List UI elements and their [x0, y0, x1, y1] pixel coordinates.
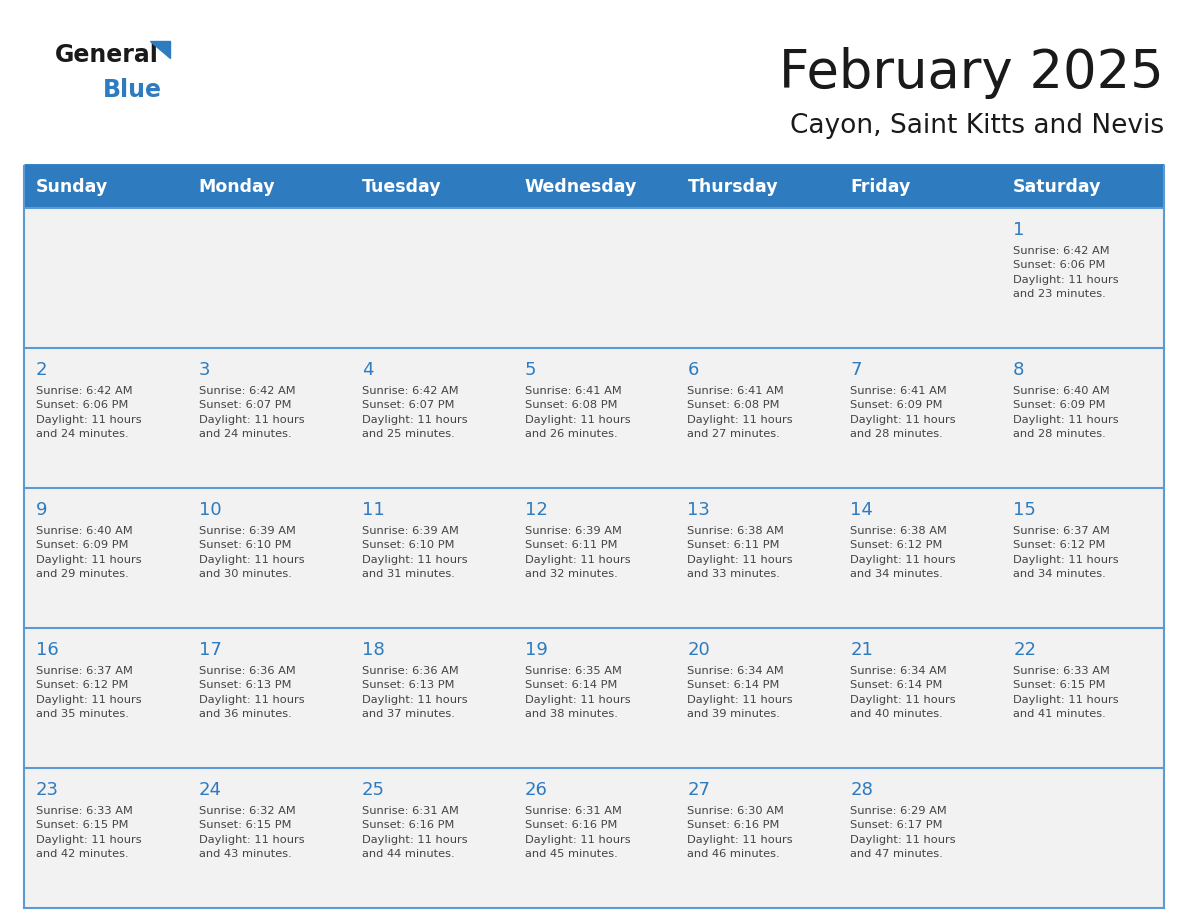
- Text: Sunrise: 6:42 AM
Sunset: 6:07 PM
Daylight: 11 hours
and 24 minutes.: Sunrise: 6:42 AM Sunset: 6:07 PM Dayligh…: [198, 386, 304, 439]
- Text: Sunrise: 6:40 AM
Sunset: 6:09 PM
Daylight: 11 hours
and 28 minutes.: Sunrise: 6:40 AM Sunset: 6:09 PM Dayligh…: [1013, 386, 1119, 439]
- Text: Sunrise: 6:34 AM
Sunset: 6:14 PM
Daylight: 11 hours
and 40 minutes.: Sunrise: 6:34 AM Sunset: 6:14 PM Dayligh…: [851, 666, 956, 719]
- Text: 4: 4: [361, 361, 373, 379]
- Bar: [24, 348, 1164, 488]
- Text: 3: 3: [198, 361, 210, 379]
- Text: General: General: [55, 43, 159, 67]
- Text: Sunrise: 6:38 AM
Sunset: 6:12 PM
Daylight: 11 hours
and 34 minutes.: Sunrise: 6:38 AM Sunset: 6:12 PM Dayligh…: [851, 526, 956, 579]
- Text: Sunrise: 6:30 AM
Sunset: 6:16 PM
Daylight: 11 hours
and 46 minutes.: Sunrise: 6:30 AM Sunset: 6:16 PM Dayligh…: [688, 806, 794, 859]
- Text: Sunrise: 6:39 AM
Sunset: 6:11 PM
Daylight: 11 hours
and 32 minutes.: Sunrise: 6:39 AM Sunset: 6:11 PM Dayligh…: [525, 526, 630, 579]
- Text: Sunrise: 6:36 AM
Sunset: 6:13 PM
Daylight: 11 hours
and 36 minutes.: Sunrise: 6:36 AM Sunset: 6:13 PM Dayligh…: [198, 666, 304, 719]
- Polygon shape: [150, 41, 170, 58]
- Text: 26: 26: [525, 781, 548, 799]
- Text: Monday: Monday: [198, 178, 276, 196]
- Text: Cayon, Saint Kitts and Nevis: Cayon, Saint Kitts and Nevis: [790, 113, 1164, 139]
- Text: Saturday: Saturday: [1013, 178, 1101, 196]
- Text: Sunrise: 6:40 AM
Sunset: 6:09 PM
Daylight: 11 hours
and 29 minutes.: Sunrise: 6:40 AM Sunset: 6:09 PM Dayligh…: [36, 526, 141, 579]
- Bar: [24, 768, 1164, 908]
- Text: 18: 18: [361, 641, 385, 659]
- Text: 11: 11: [361, 501, 385, 519]
- Bar: [24, 628, 1164, 768]
- Text: Sunrise: 6:29 AM
Sunset: 6:17 PM
Daylight: 11 hours
and 47 minutes.: Sunrise: 6:29 AM Sunset: 6:17 PM Dayligh…: [851, 806, 956, 859]
- Text: 13: 13: [688, 501, 710, 519]
- Text: Sunrise: 6:35 AM
Sunset: 6:14 PM
Daylight: 11 hours
and 38 minutes.: Sunrise: 6:35 AM Sunset: 6:14 PM Dayligh…: [525, 666, 630, 719]
- Text: 7: 7: [851, 361, 861, 379]
- Text: Sunrise: 6:31 AM
Sunset: 6:16 PM
Daylight: 11 hours
and 44 minutes.: Sunrise: 6:31 AM Sunset: 6:16 PM Dayligh…: [361, 806, 467, 859]
- Text: Friday: Friday: [851, 178, 911, 196]
- Bar: [24, 166, 1164, 208]
- Text: Sunrise: 6:42 AM
Sunset: 6:07 PM
Daylight: 11 hours
and 25 minutes.: Sunrise: 6:42 AM Sunset: 6:07 PM Dayligh…: [361, 386, 467, 439]
- Text: 16: 16: [36, 641, 58, 659]
- Text: Sunrise: 6:32 AM
Sunset: 6:15 PM
Daylight: 11 hours
and 43 minutes.: Sunrise: 6:32 AM Sunset: 6:15 PM Dayligh…: [198, 806, 304, 859]
- Text: 9: 9: [36, 501, 48, 519]
- Text: 17: 17: [198, 641, 222, 659]
- Bar: [24, 208, 1164, 348]
- Text: Sunrise: 6:42 AM
Sunset: 6:06 PM
Daylight: 11 hours
and 24 minutes.: Sunrise: 6:42 AM Sunset: 6:06 PM Dayligh…: [36, 386, 141, 439]
- Text: Sunrise: 6:41 AM
Sunset: 6:09 PM
Daylight: 11 hours
and 28 minutes.: Sunrise: 6:41 AM Sunset: 6:09 PM Dayligh…: [851, 386, 956, 439]
- Text: 12: 12: [525, 501, 548, 519]
- Text: Sunrise: 6:37 AM
Sunset: 6:12 PM
Daylight: 11 hours
and 34 minutes.: Sunrise: 6:37 AM Sunset: 6:12 PM Dayligh…: [1013, 526, 1119, 579]
- Text: Sunrise: 6:37 AM
Sunset: 6:12 PM
Daylight: 11 hours
and 35 minutes.: Sunrise: 6:37 AM Sunset: 6:12 PM Dayligh…: [36, 666, 141, 719]
- Text: 14: 14: [851, 501, 873, 519]
- Text: 8: 8: [1013, 361, 1024, 379]
- Text: Tuesday: Tuesday: [361, 178, 441, 196]
- Text: Sunrise: 6:33 AM
Sunset: 6:15 PM
Daylight: 11 hours
and 42 minutes.: Sunrise: 6:33 AM Sunset: 6:15 PM Dayligh…: [36, 806, 141, 859]
- Text: 2: 2: [36, 361, 48, 379]
- Text: Sunrise: 6:34 AM
Sunset: 6:14 PM
Daylight: 11 hours
and 39 minutes.: Sunrise: 6:34 AM Sunset: 6:14 PM Dayligh…: [688, 666, 794, 719]
- Text: 28: 28: [851, 781, 873, 799]
- Text: 1: 1: [1013, 221, 1024, 239]
- Text: Sunrise: 6:42 AM
Sunset: 6:06 PM
Daylight: 11 hours
and 23 minutes.: Sunrise: 6:42 AM Sunset: 6:06 PM Dayligh…: [1013, 246, 1119, 299]
- Text: Sunrise: 6:36 AM
Sunset: 6:13 PM
Daylight: 11 hours
and 37 minutes.: Sunrise: 6:36 AM Sunset: 6:13 PM Dayligh…: [361, 666, 467, 719]
- Text: Sunrise: 6:39 AM
Sunset: 6:10 PM
Daylight: 11 hours
and 30 minutes.: Sunrise: 6:39 AM Sunset: 6:10 PM Dayligh…: [198, 526, 304, 579]
- Text: 27: 27: [688, 781, 710, 799]
- Text: 19: 19: [525, 641, 548, 659]
- Text: 21: 21: [851, 641, 873, 659]
- Text: Sunday: Sunday: [36, 178, 108, 196]
- Text: Blue: Blue: [103, 78, 162, 102]
- Text: 23: 23: [36, 781, 59, 799]
- Text: February 2025: February 2025: [779, 47, 1164, 99]
- Text: 25: 25: [361, 781, 385, 799]
- Text: 20: 20: [688, 641, 710, 659]
- Text: Wednesday: Wednesday: [525, 178, 637, 196]
- Text: 22: 22: [1013, 641, 1036, 659]
- Text: 5: 5: [525, 361, 536, 379]
- Text: Sunrise: 6:33 AM
Sunset: 6:15 PM
Daylight: 11 hours
and 41 minutes.: Sunrise: 6:33 AM Sunset: 6:15 PM Dayligh…: [1013, 666, 1119, 719]
- Text: Sunrise: 6:38 AM
Sunset: 6:11 PM
Daylight: 11 hours
and 33 minutes.: Sunrise: 6:38 AM Sunset: 6:11 PM Dayligh…: [688, 526, 794, 579]
- Text: Thursday: Thursday: [688, 178, 778, 196]
- Text: 15: 15: [1013, 501, 1036, 519]
- Text: Sunrise: 6:31 AM
Sunset: 6:16 PM
Daylight: 11 hours
and 45 minutes.: Sunrise: 6:31 AM Sunset: 6:16 PM Dayligh…: [525, 806, 630, 859]
- Text: 6: 6: [688, 361, 699, 379]
- Bar: [24, 488, 1164, 628]
- Text: Sunrise: 6:41 AM
Sunset: 6:08 PM
Daylight: 11 hours
and 26 minutes.: Sunrise: 6:41 AM Sunset: 6:08 PM Dayligh…: [525, 386, 630, 439]
- Text: Sunrise: 6:39 AM
Sunset: 6:10 PM
Daylight: 11 hours
and 31 minutes.: Sunrise: 6:39 AM Sunset: 6:10 PM Dayligh…: [361, 526, 467, 579]
- Text: Sunrise: 6:41 AM
Sunset: 6:08 PM
Daylight: 11 hours
and 27 minutes.: Sunrise: 6:41 AM Sunset: 6:08 PM Dayligh…: [688, 386, 794, 439]
- Text: 10: 10: [198, 501, 221, 519]
- Text: 24: 24: [198, 781, 222, 799]
